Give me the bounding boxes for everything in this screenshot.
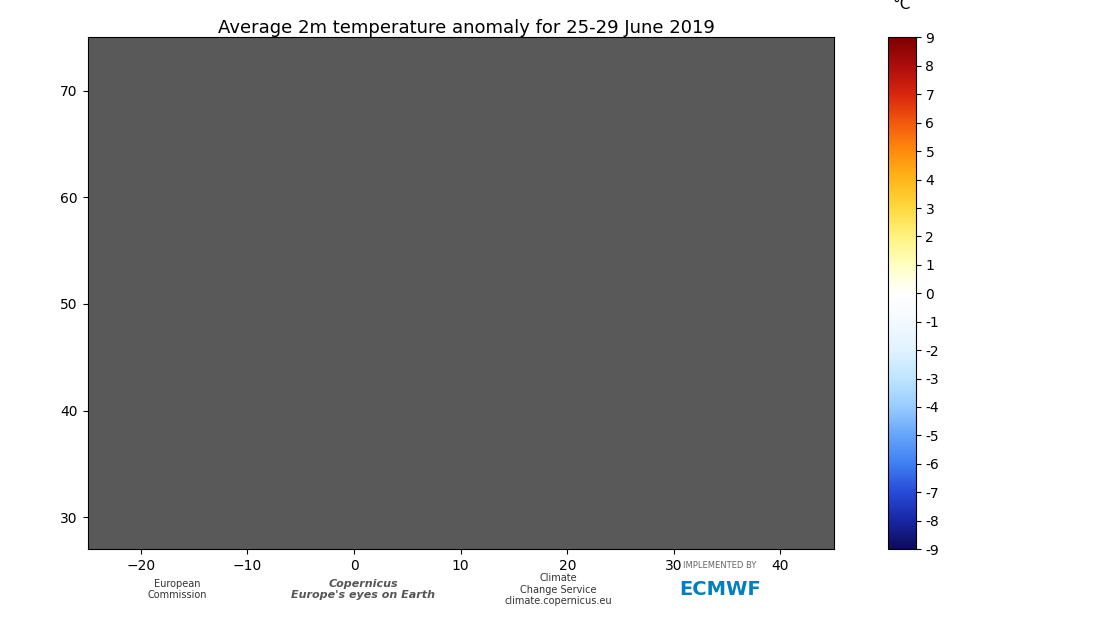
Text: Average 2m temperature anomaly for 25-29 June 2019: Average 2m temperature anomaly for 25-29…	[218, 19, 715, 37]
Text: IMPLEMENTED BY: IMPLEMENTED BY	[684, 561, 757, 570]
Text: European
Commission: European Commission	[148, 579, 206, 600]
Text: ECMWF: ECMWF	[679, 580, 760, 599]
Text: °C: °C	[892, 0, 911, 12]
Text: Climate
Change Service
climate.copernicus.eu: Climate Change Service climate.copernicu…	[504, 573, 612, 607]
Text: Copernicus
Europe's eyes on Earth: Copernicus Europe's eyes on Earth	[292, 579, 435, 600]
